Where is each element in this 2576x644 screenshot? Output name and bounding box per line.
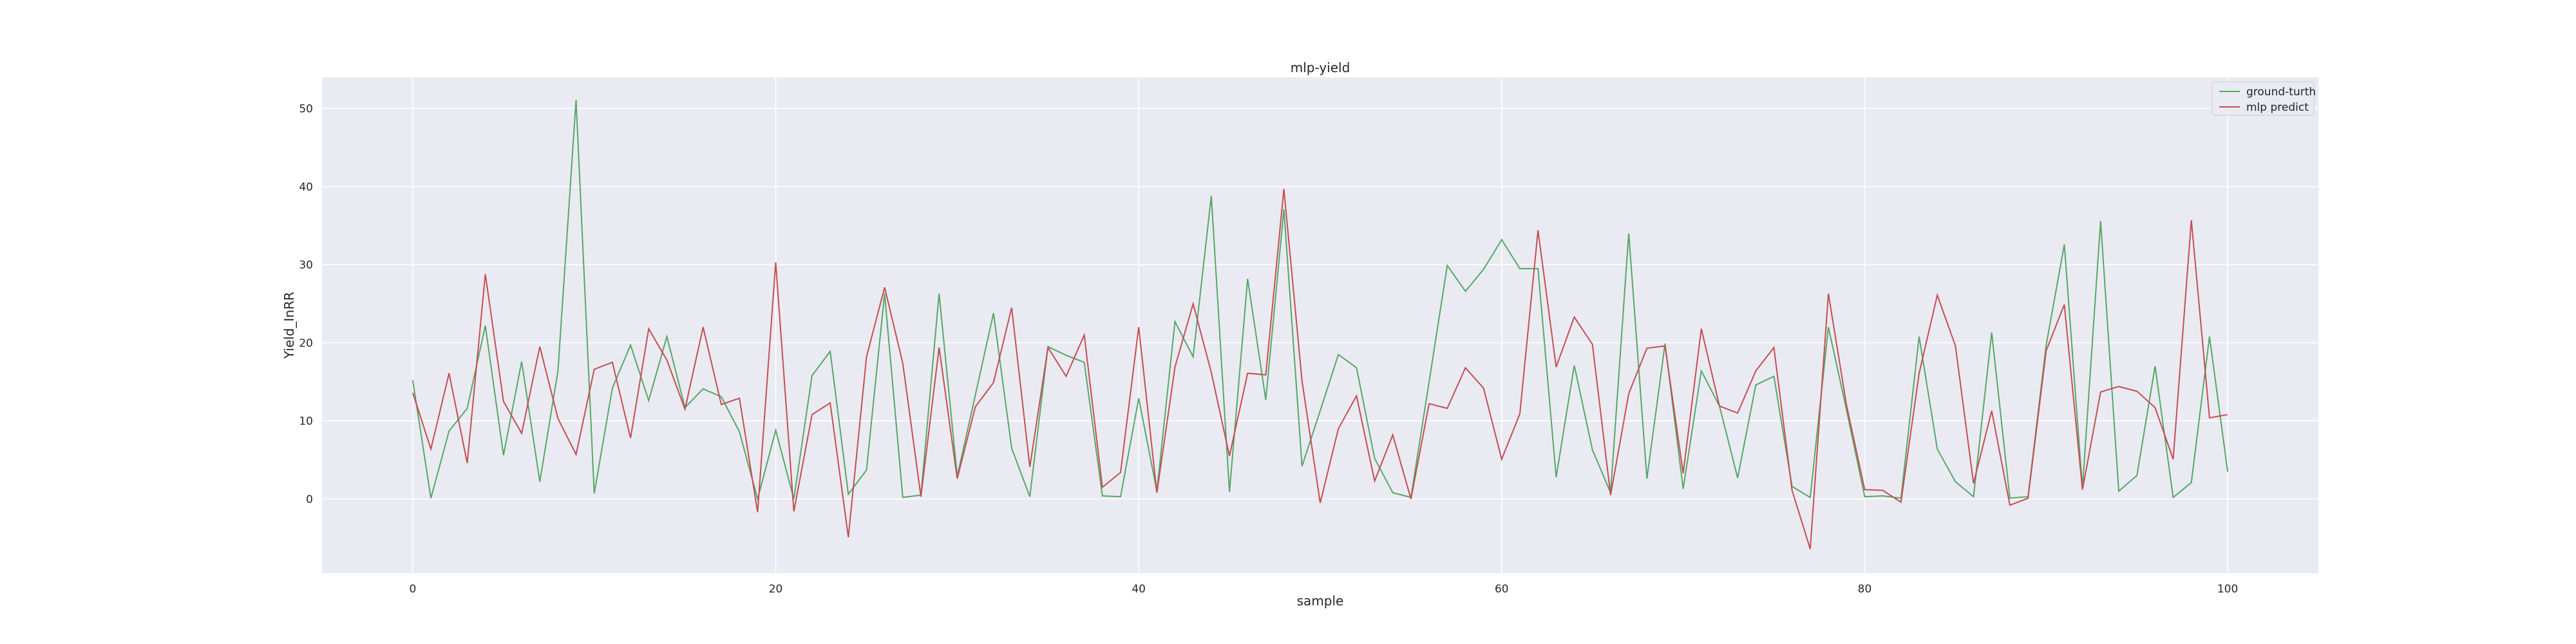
series-line-ground-turth (412, 100, 2229, 502)
plot-area (322, 77, 2318, 573)
x-axis-ticks: 0 20 40 60 80 100 (409, 583, 2238, 596)
series-lines (412, 100, 2229, 549)
legend-label-mlp-predict: mlp predict (2246, 101, 2309, 114)
y-tick-label: 30 (299, 259, 313, 272)
x-tick-label: 80 (1858, 583, 1872, 596)
x-tick-label: 20 (769, 583, 783, 596)
legend: ground-turth mlp predict (2211, 81, 2316, 116)
x-tick-label: 40 (1132, 583, 1146, 596)
grid-lines (322, 77, 2318, 573)
y-tick-label: 50 (299, 103, 313, 116)
y-axis-label: Yield_InRR (281, 292, 297, 359)
x-axis-label: sample (1297, 593, 1344, 609)
y-tick-label: 40 (299, 181, 313, 194)
y-axis-ticks: 0 10 20 30 40 50 (299, 103, 313, 506)
x-tick-label: 100 (2217, 583, 2238, 596)
series-line-mlp-predict (412, 189, 2228, 549)
x-tick-label: 60 (1495, 583, 1509, 596)
y-tick-label: 20 (299, 337, 313, 350)
y-tick-label: 0 (306, 493, 313, 506)
x-tick-label: 0 (409, 583, 416, 596)
chart-title: mlp-yield (1291, 60, 1350, 75)
legend-label-ground-turth: ground-turth (2246, 86, 2316, 99)
y-tick-label: 10 (299, 415, 313, 428)
